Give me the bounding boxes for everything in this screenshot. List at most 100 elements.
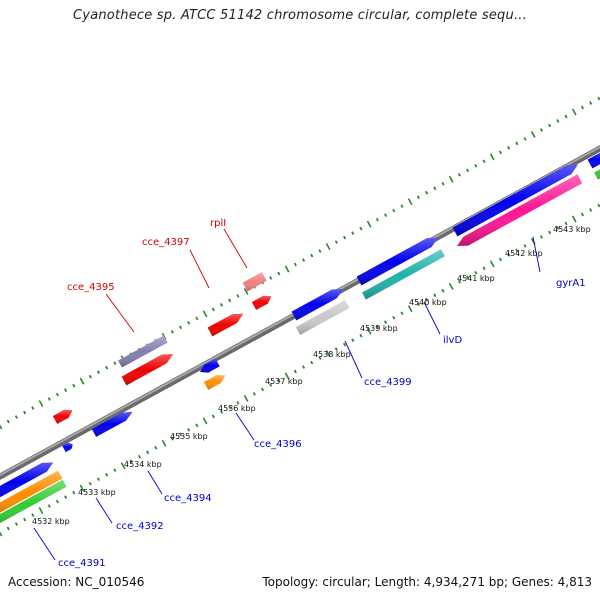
inner-ring-tick	[178, 432, 183, 437]
gene-label-cce-4391[interactable]: cce_4391	[58, 558, 106, 569]
inner-ring-tick	[351, 338, 355, 342]
outer-ring-tick	[187, 320, 191, 325]
outer-ring-tick	[293, 262, 297, 267]
inner-ring-tick	[284, 372, 290, 380]
inner-ring-tick	[515, 248, 519, 253]
outer-ring-tick	[325, 243, 331, 251]
rpll-feature-shading	[242, 272, 267, 292]
gene-label-cce-4399[interactable]: cce_4399	[364, 377, 412, 388]
outer-ring-tick	[228, 298, 232, 303]
outer-ring-tick	[448, 175, 454, 183]
inner-ring-tick	[407, 305, 413, 313]
scale-label-4536: 4536 kbp	[218, 404, 256, 413]
gene-label-cce-4395[interactable]: cce_4395	[67, 282, 115, 293]
inner-ring-tick	[79, 484, 85, 492]
inner-ring-tick	[6, 526, 10, 531]
inner-ring-tick	[457, 279, 461, 284]
inner-tick-ring	[0, 203, 600, 537]
inner-ring-tick	[589, 208, 593, 212]
inner-ring-tick	[448, 282, 454, 290]
outer-ring-tick	[375, 217, 379, 222]
scale-labels: 4532 kbp 4533 kbp 4534 kbp 4535 kbp 4536…	[32, 225, 591, 526]
outer-ring-tick	[507, 146, 511, 150]
outer-ring-tick	[359, 226, 363, 231]
outer-ring-tick	[564, 114, 568, 119]
outer-ring-tick	[310, 253, 314, 258]
gene-label-cce-4392[interactable]: cce_4392	[116, 521, 164, 532]
gene-label-cce-4397[interactable]: cce_4397	[142, 237, 190, 248]
scale-label-4543: 4543 kbp	[553, 225, 591, 234]
outer-ring-tick	[195, 316, 199, 321]
outer-ring-tick	[269, 276, 273, 280]
inner-ring-tick	[96, 477, 101, 482]
scale-label-4542: 4542 kbp	[505, 249, 543, 258]
inner-ring-tick	[14, 522, 18, 526]
outer-ring-tick	[243, 287, 249, 295]
callout-line	[532, 236, 541, 273]
gene-labels[interactable]: rplI cce_4397 cce_4395 gyrA1 ilvD cce_43…	[58, 218, 586, 569]
scale-label-4534: 4534 kbp	[124, 460, 162, 469]
gene-label-cce-4396[interactable]: cce_4396	[254, 439, 302, 450]
inner-ring-tick	[318, 356, 322, 360]
cce-4397-gene-shading	[207, 313, 244, 337]
gyra1-feature-shading	[457, 174, 583, 246]
inner-ring-tick	[400, 311, 404, 316]
inner-ring-tick	[441, 288, 445, 293]
cce-4394-gene-shading	[91, 411, 133, 437]
gene-label-gyra1[interactable]: gyrA1	[556, 278, 586, 289]
gyra1-gene-shading	[452, 164, 578, 237]
inner-ring-tick	[252, 392, 256, 396]
outer-ring-tick	[105, 365, 109, 370]
inner-ring-tick	[137, 454, 142, 459]
outer-ring-tick	[366, 220, 372, 228]
outer-ring-tick	[425, 190, 429, 195]
scale-label-4539: 4539 kbp	[360, 324, 398, 333]
cce-4396-gene-shading	[200, 358, 220, 373]
gene-features	[0, 152, 600, 524]
ilvd-feature-shading	[362, 249, 445, 300]
inner-ring-tick	[55, 499, 59, 504]
gene-label-rpll[interactable]: rplI	[210, 218, 226, 229]
outer-ring-tick	[170, 329, 174, 334]
inner-ring-tick	[243, 394, 249, 402]
map-title: Cyanothece sp. ATCC 51142 chromosome cir…	[73, 8, 527, 23]
outer-ring-tick	[301, 258, 306, 262]
scale-label-4537: 4537 kbp	[265, 377, 303, 386]
inner-ring-tick	[433, 293, 437, 298]
callout-line	[189, 249, 210, 289]
cce-4391-gene-shading	[0, 462, 54, 498]
outer-ring-tick	[334, 240, 338, 244]
outer-ring-tick	[556, 119, 560, 123]
inner-ring-tick	[597, 203, 600, 208]
gene-callouts	[33, 228, 541, 561]
inner-ring-tick	[548, 230, 552, 235]
callout-line	[223, 228, 248, 269]
outer-ring-tick	[351, 231, 355, 235]
inner-ring-tick	[88, 481, 92, 486]
inner-ring-tick	[392, 315, 396, 320]
cce-4396-feature-shading	[203, 375, 226, 390]
inner-ring-tick	[202, 417, 208, 425]
ilvd-gene-shading	[356, 237, 438, 286]
inner-ring-tick	[105, 472, 109, 477]
inner-ring-tick	[129, 459, 133, 464]
callout-line	[105, 293, 135, 333]
inner-ring-tick	[482, 266, 486, 271]
outer-ring-tick	[530, 130, 536, 138]
outer-ring-tick	[318, 249, 322, 253]
inner-ring-tick	[507, 253, 511, 257]
outer-ring-tick	[38, 400, 44, 408]
outer-ring-tick	[31, 406, 35, 410]
gene-label-ilvd[interactable]: ilvD	[443, 335, 462, 346]
gene-label-cce-4394[interactable]: cce_4394	[164, 493, 212, 504]
inner-ring-tick	[474, 270, 478, 275]
inner-ring-tick	[219, 410, 224, 414]
outer-ring-tick	[6, 419, 10, 424]
inner-ring-tick	[366, 327, 372, 335]
cce-4392-gene-shading	[62, 442, 73, 453]
rpll-gene-shading	[251, 295, 272, 310]
scale-label-4541: 4541 kbp	[457, 274, 495, 283]
outer-ring-tick	[597, 96, 600, 101]
outer-ring-tick	[416, 195, 420, 200]
